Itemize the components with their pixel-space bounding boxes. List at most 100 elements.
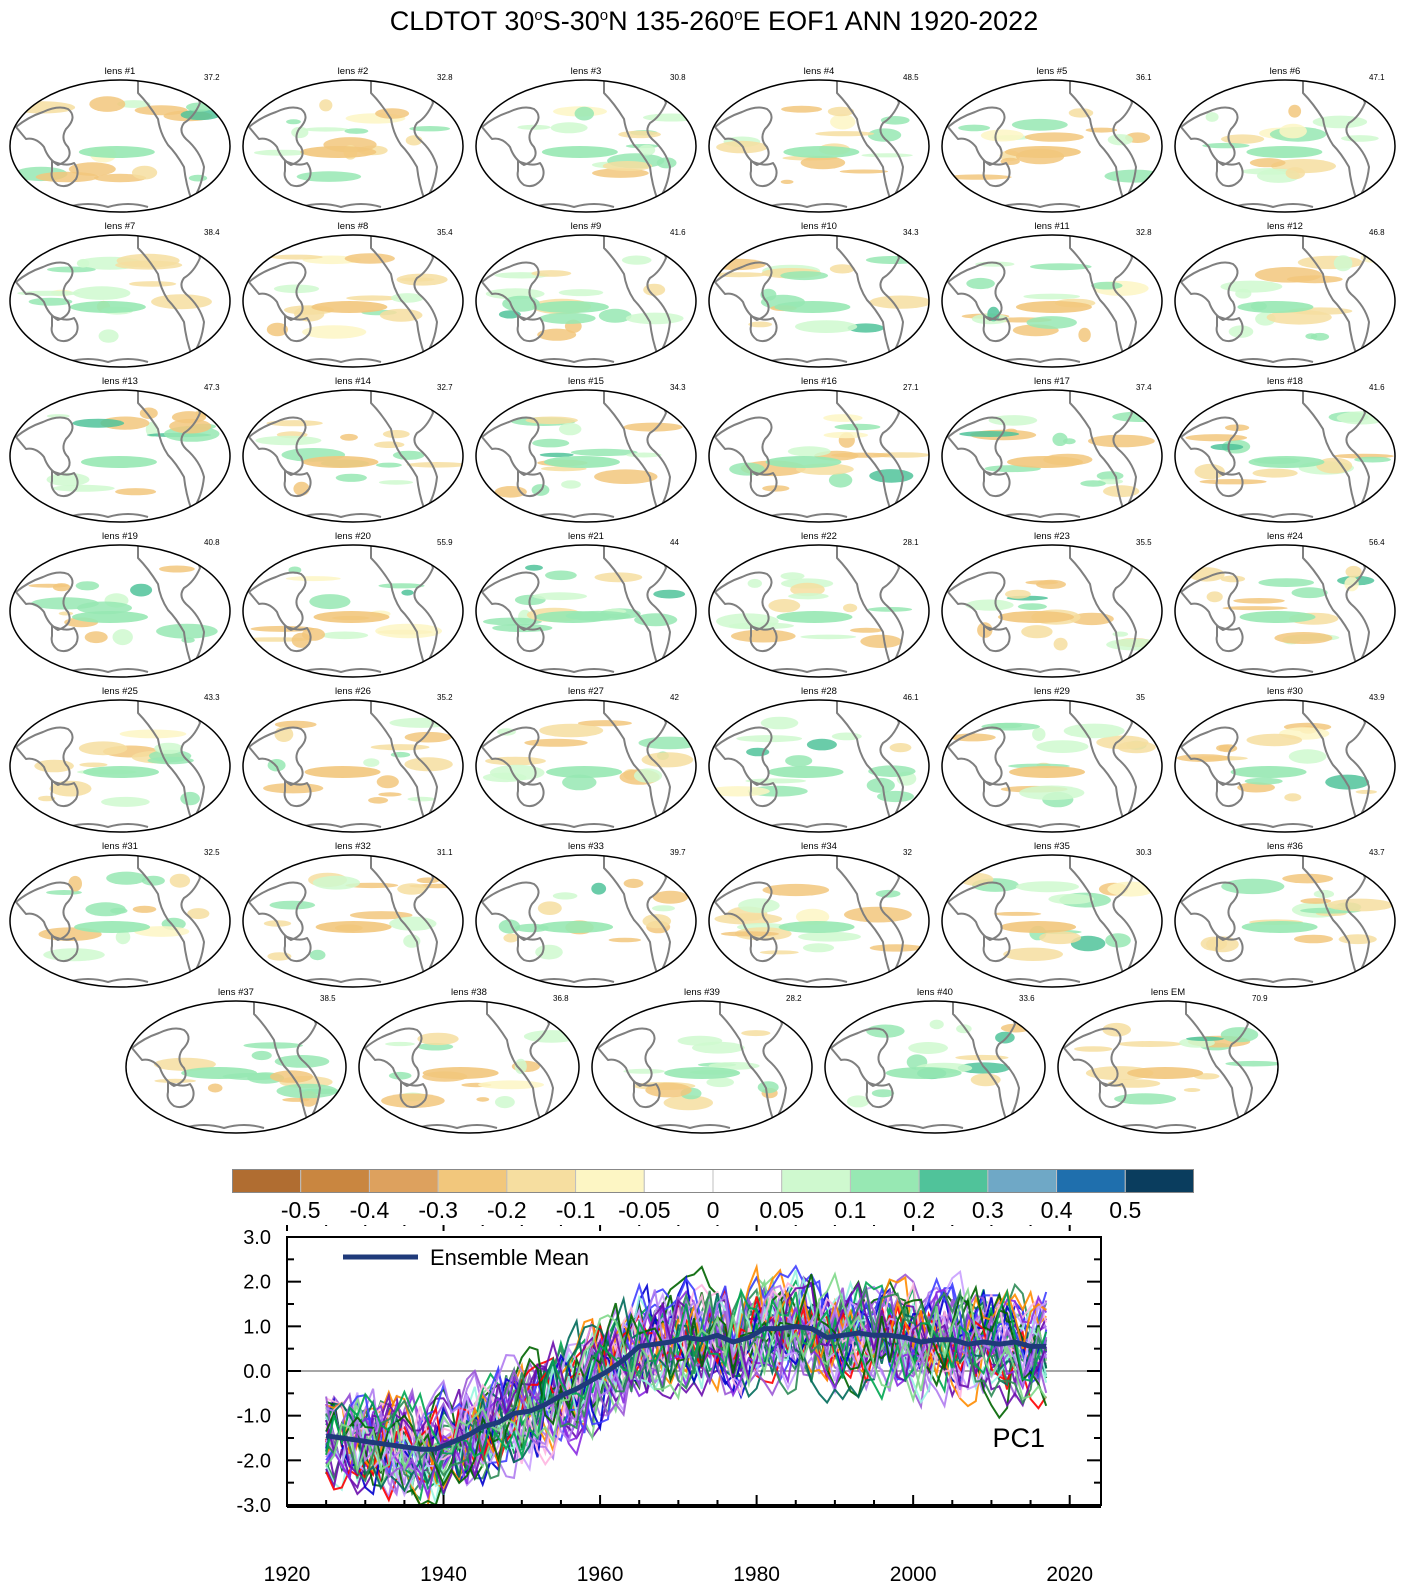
anomaly-region — [1210, 443, 1244, 451]
map-projection — [475, 854, 697, 988]
panel-label: lens #33 — [568, 841, 604, 852]
anomaly-region — [483, 617, 542, 626]
map-border — [941, 234, 1163, 368]
colorbar-swatch — [712, 1169, 783, 1193]
equatorial-anomaly — [422, 1067, 499, 1079]
anomaly-region — [846, 1095, 870, 1108]
panel-label: lens #1 — [104, 66, 136, 77]
coastline-arctic — [846, 700, 882, 704]
anomaly-region — [1288, 749, 1327, 764]
equatorial-anomaly — [181, 1067, 258, 1079]
eof-map-panel: lens #23 35.5 — [940, 531, 1164, 680]
coastline-asia — [830, 1027, 889, 1087]
coastline-asia — [248, 571, 307, 631]
anomaly-region — [621, 255, 652, 265]
colorbar-tick-label: -0.2 — [487, 1197, 527, 1223]
coastline-australia — [516, 780, 545, 808]
equatorial-anomaly — [774, 301, 851, 313]
panel-variance-pct: 28.1 — [903, 538, 919, 547]
anomaly-region — [829, 264, 855, 274]
eof-map-panel: lens #19 40.8 — [8, 531, 232, 680]
colorbar-tick-label: -0.1 — [555, 1197, 596, 1223]
anomaly-region — [344, 253, 395, 264]
coastline-australia — [749, 470, 778, 498]
coastline-australia — [865, 1081, 894, 1109]
anomaly-region — [401, 589, 414, 596]
eof-map-panel: lens #14 32.7 — [241, 376, 465, 525]
anomaly-region — [780, 572, 805, 580]
panel-variance-pct: 46.8 — [1369, 228, 1385, 237]
anomaly-region — [363, 758, 380, 767]
equatorial-anomaly — [1237, 301, 1314, 313]
eof-map-panel: lens #16 27.1 — [707, 376, 931, 525]
panel-variance-pct: 33.6 — [1019, 994, 1035, 1003]
map-projection — [824, 1000, 1046, 1134]
map-border — [1174, 699, 1396, 833]
coastline-antarctic — [766, 668, 848, 673]
panel-variance-pct: 38.5 — [320, 994, 336, 1003]
panel-variance-pct: 35.2 — [437, 693, 453, 702]
eof-map-panel: lens #13 47.3 — [8, 376, 232, 525]
anomaly-region — [790, 582, 825, 597]
x-tick-label: 1960 — [577, 1563, 624, 1586]
anomaly-region — [861, 153, 913, 158]
anomaly-region — [1297, 255, 1363, 270]
coastline-asia — [481, 416, 540, 476]
coastline-arctic — [846, 80, 882, 84]
coastline-arctic — [1312, 855, 1348, 859]
anomaly-region — [741, 1030, 771, 1037]
coastline-asia — [947, 416, 1006, 476]
eof-map-panel: lens #5 36.1 — [940, 66, 1164, 215]
title-lat1-hemi: S-30 — [542, 6, 600, 36]
coastline-asia — [714, 881, 773, 941]
panel-variance-pct: 30.8 — [670, 73, 686, 82]
anomaly-region — [539, 723, 604, 738]
pc1-timeseries-chart: 1920 1940 1960 1980 2000 2020 3.0 2.0 1.0 0.0 -1.0… — [237, 1225, 1102, 1586]
title-lat2-hemi: N 135-260 — [608, 6, 735, 36]
panel-variance-pct: 44 — [670, 538, 679, 547]
anomaly-region — [52, 583, 71, 592]
anomaly-region — [908, 1042, 948, 1054]
anomaly-region — [993, 911, 1042, 916]
coastline-antarctic — [999, 823, 1081, 828]
anomaly-region — [623, 878, 644, 888]
anomaly-region — [132, 165, 158, 180]
coastline-arctic — [846, 235, 882, 239]
coastline-antarctic — [1232, 978, 1314, 983]
equatorial-anomaly — [1000, 921, 1077, 933]
panel-variance-pct: 41.6 — [1369, 383, 1385, 392]
anomaly-region — [594, 572, 643, 583]
coastline-antarctic — [67, 668, 149, 673]
anomaly-region — [706, 1077, 734, 1088]
eof-map-panel: lens #3 30.8 — [474, 66, 698, 215]
coastline-arctic — [147, 855, 183, 859]
anomaly-region — [132, 905, 157, 913]
coastline-antarctic — [999, 668, 1081, 673]
anomaly-region — [828, 472, 853, 488]
coastline-australia — [1215, 625, 1244, 653]
map-border — [941, 854, 1163, 988]
eof-map-panel: lens #30 43.9 — [1173, 686, 1397, 835]
anomaly-region — [94, 173, 147, 183]
coastline-antarctic — [67, 513, 149, 518]
anomaly-region — [802, 943, 835, 953]
anomaly-region — [1069, 612, 1114, 626]
panel-variance-pct: 28.2 — [786, 994, 802, 1003]
colorbar-tick-label: -0.3 — [418, 1197, 458, 1223]
colorbar-tick-label: 0.3 — [971, 1197, 1004, 1223]
colorbar-tick-label: 0.1 — [834, 1197, 867, 1223]
coastline-asia — [947, 571, 1006, 631]
coastline-asia — [1180, 881, 1239, 941]
coastline-australia — [632, 1081, 661, 1109]
member-series-line — [325, 1300, 1048, 1496]
y-tick-label: -1.0 — [237, 1406, 271, 1428]
coastline-antarctic — [533, 668, 615, 673]
map-projection — [708, 854, 930, 988]
anomaly-region — [608, 937, 641, 943]
coastline-antarctic — [1115, 1124, 1197, 1129]
colorbar-swatch — [918, 1169, 989, 1193]
anomaly-region — [537, 901, 562, 915]
equatorial-anomaly — [541, 146, 618, 158]
eof-map-panel: lens #20 55.9 — [241, 531, 465, 680]
coastline-australia — [283, 315, 312, 343]
